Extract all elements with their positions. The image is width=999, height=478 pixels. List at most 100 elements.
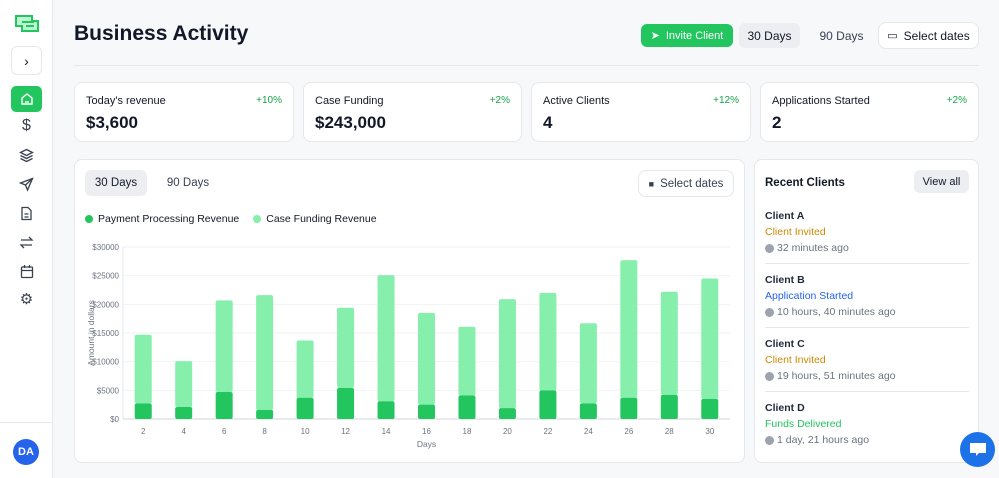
invite-label: Invite Client: [665, 29, 724, 42]
stat-value: 2: [772, 113, 782, 132]
stat-label: Today's revenue: [86, 95, 166, 107]
y-tick-label: $20000: [92, 300, 119, 309]
x-tick-label: 18: [463, 427, 472, 436]
clock-icon: [765, 243, 774, 253]
divider: [0, 422, 52, 423]
x-tick-label: 10: [301, 427, 310, 436]
home-icon: [20, 93, 33, 105]
client-time: 1 day, 21 hours ago: [777, 434, 870, 446]
invite-client-button[interactable]: ➤ Invite Client: [641, 24, 733, 47]
stat-delta: +2%: [489, 95, 510, 106]
dollar-icon: $: [22, 117, 31, 134]
header-divider: [74, 65, 979, 66]
bar-case-funding: [256, 295, 274, 410]
page-title: Business Activity: [74, 22, 249, 45]
bar-payment-processing: [337, 388, 355, 419]
sidebar-item-calendar[interactable]: [11, 258, 42, 284]
bar-payment-processing: [660, 394, 678, 419]
chart-tab-30-days[interactable]: 30 Days: [85, 170, 147, 196]
bar-payment-processing: [377, 401, 395, 419]
client-time: 32 minutes ago: [777, 242, 849, 254]
divider: [765, 263, 969, 264]
expand-sidebar-button[interactable]: ›: [11, 46, 42, 75]
sidebar-item-settings[interactable]: ⚙: [11, 286, 42, 312]
bar-case-funding: [660, 291, 678, 395]
view-all-button[interactable]: View all: [914, 170, 969, 193]
x-tick-label: 2: [141, 427, 146, 436]
chart-select-dates-button[interactable]: ■ Select dates: [638, 170, 734, 197]
client-list-item[interactable]: Client C Client Invited 19 hours, 51 min…: [765, 338, 969, 382]
x-tick-label: 14: [382, 427, 391, 436]
sidebar-item-send[interactable]: [11, 171, 42, 197]
client-list-item[interactable]: Client B Application Started 10 hours, 4…: [765, 274, 969, 318]
legend-swatch: [85, 215, 93, 223]
chart-tab-90-days[interactable]: 90 Days: [166, 177, 210, 189]
range-30-days-button[interactable]: 30 Days: [739, 23, 800, 48]
calendar-icon: ▭: [887, 30, 898, 42]
bar-case-funding: [296, 340, 314, 398]
bar-case-funding: [539, 292, 557, 391]
client-name: Client C: [765, 338, 805, 350]
bar-payment-processing: [296, 397, 314, 419]
bar-payment-processing: [458, 395, 476, 419]
client-time: 10 hours, 40 minutes ago: [777, 306, 896, 318]
calendar-icon: ■: [648, 178, 655, 189]
sidebar-item-layers[interactable]: [11, 142, 42, 168]
y-tick-label: $15000: [92, 329, 119, 338]
y-tick-label: $10000: [92, 358, 119, 367]
x-axis-label: Days: [417, 439, 436, 449]
clock-icon: [765, 307, 774, 317]
select-dates-button[interactable]: ▭ Select dates: [878, 22, 979, 49]
bar-payment-processing: [701, 398, 719, 419]
stat-value: $243,000: [315, 113, 386, 132]
layers-icon: [19, 148, 34, 162]
bar-case-funding: [579, 323, 597, 404]
client-time: 19 hours, 51 minutes ago: [777, 370, 896, 382]
legend-label: Payment Processing Revenue: [98, 213, 240, 225]
stat-label: Active Clients: [543, 95, 610, 107]
logo: [14, 14, 40, 41]
recent-clients-title: Recent Clients: [765, 177, 845, 189]
stat-card-applications: Applications Started +2% 2: [760, 82, 979, 142]
clock-icon: [765, 435, 774, 445]
x-tick-label: 30: [705, 427, 714, 436]
clock-icon: [765, 371, 774, 381]
stat-delta: +12%: [713, 95, 739, 106]
x-tick-label: 4: [181, 427, 186, 436]
client-status: Application Started: [765, 290, 854, 302]
sidebar-item-revenue[interactable]: $: [11, 113, 42, 139]
legend-item: Payment Processing Revenue: [85, 213, 239, 225]
range-90-days-button[interactable]: 90 Days: [819, 28, 864, 43]
chevron-right-icon: ›: [24, 52, 29, 69]
legend-swatch: [253, 215, 262, 223]
x-tick-label: 16: [422, 427, 431, 436]
sidebar-item-documents[interactable]: [11, 200, 42, 226]
stat-delta: +10%: [256, 95, 282, 106]
chat-button[interactable]: [960, 432, 995, 467]
avatar[interactable]: DA: [13, 439, 39, 465]
y-tick-label: $5000: [97, 386, 120, 395]
stat-card-revenue: Today's revenue +10% $3,600: [74, 82, 294, 142]
client-name: Client A: [765, 210, 805, 222]
chart-legend: Payment Processing Revenue Case Funding …: [85, 213, 377, 225]
divider: [765, 327, 969, 328]
chat-icon: [969, 442, 986, 456]
x-tick-label: 24: [584, 427, 593, 436]
gear-icon: ⚙: [19, 291, 34, 308]
stat-value: 4: [543, 113, 553, 132]
x-tick-label: 22: [543, 427, 552, 436]
bar-case-funding: [418, 312, 435, 405]
client-list-item[interactable]: Client A Client Invited 32 minutes ago: [765, 210, 969, 254]
client-list-item[interactable]: Client D Funds Delivered 1 day, 21 hours…: [765, 402, 969, 446]
stat-delta: +2%: [946, 95, 967, 106]
sidebar-item-transfers[interactable]: [11, 229, 42, 255]
y-axis-label: Amount in dollars: [86, 300, 96, 366]
bar-payment-processing: [256, 409, 274, 419]
bar-case-funding: [498, 299, 516, 409]
x-tick-label: 20: [503, 427, 512, 436]
sidebar-item-home[interactable]: [11, 86, 42, 112]
stat-label: Case Funding: [315, 95, 384, 107]
sidebar: › $ ⚙ DA: [0, 0, 53, 478]
y-tick-label: $25000: [92, 272, 119, 281]
